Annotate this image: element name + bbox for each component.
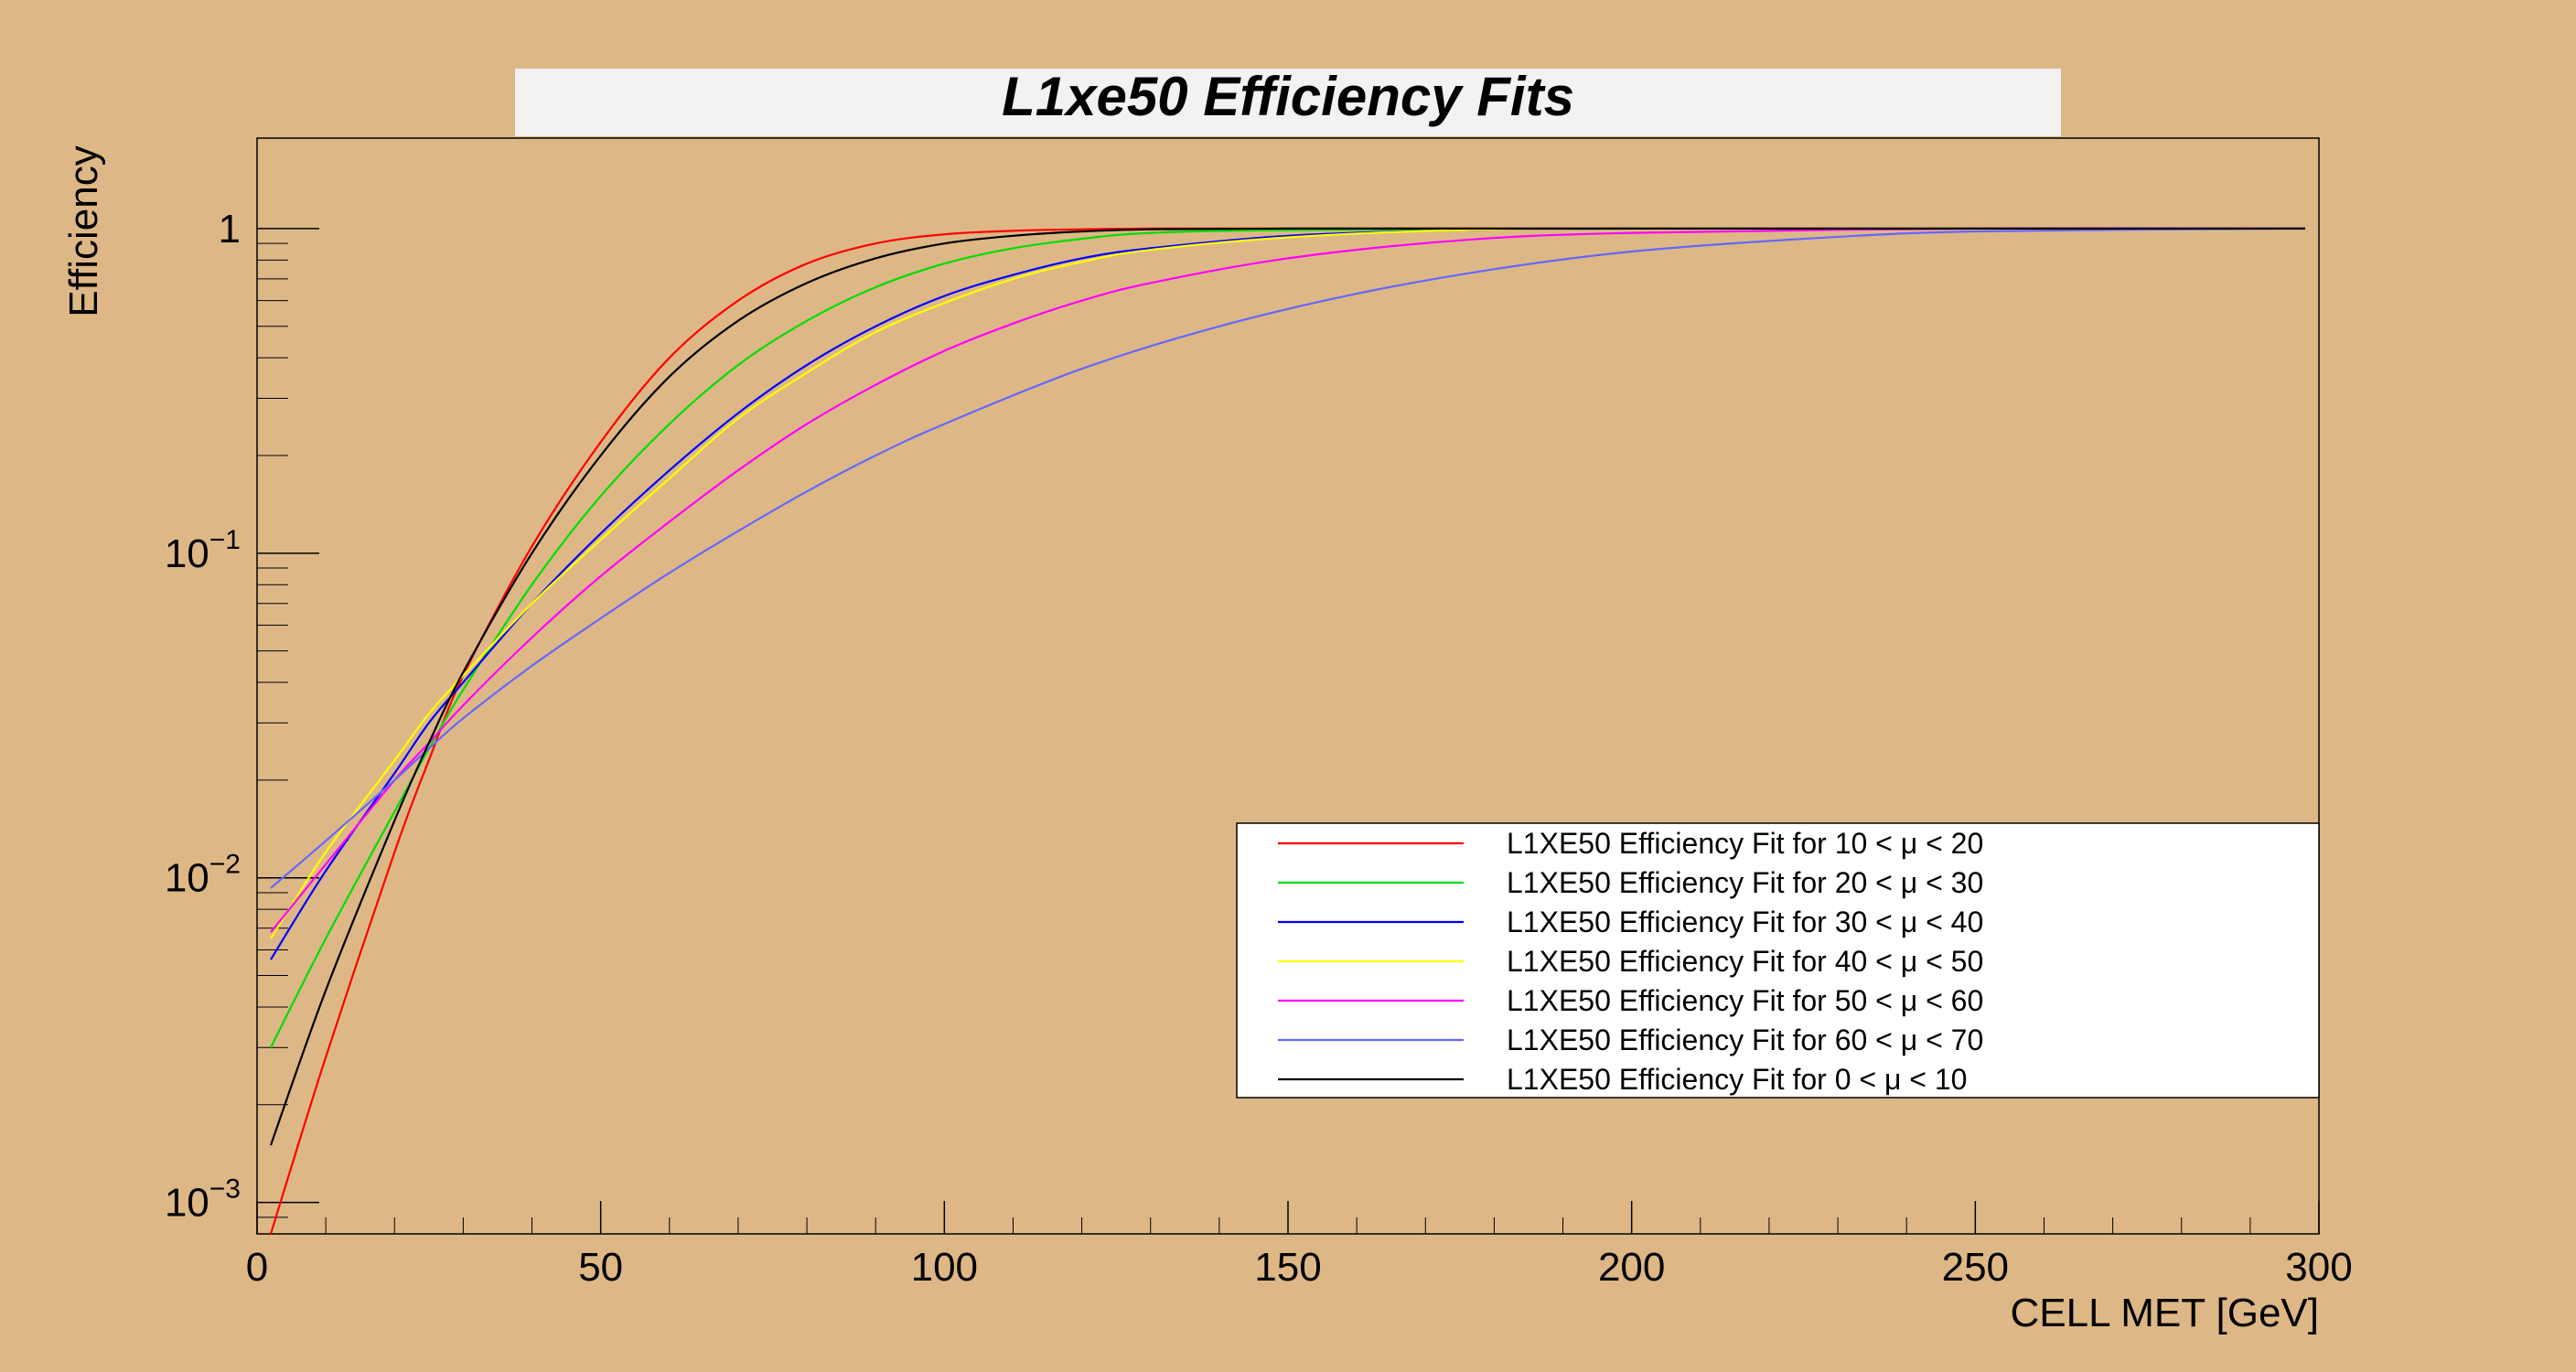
legend-label: L1XE50 Efficiency Fit for 40 < μ < 50 (1507, 945, 1983, 978)
y-tick-label: 10−3 (165, 1174, 241, 1226)
legend-label: L1XE50 Efficiency Fit for 0 < μ < 10 (1507, 1063, 1967, 1096)
y-tick-label: 10−1 (165, 525, 241, 576)
y-tick-base: 10 (165, 856, 209, 901)
y-tick-base: 10 (165, 1181, 209, 1226)
series-line-5 (270, 227, 2306, 889)
series-layer (269, 227, 2306, 1235)
x-tick-label: 0 (246, 1245, 268, 1290)
y-tick-exponent: −3 (209, 1174, 241, 1205)
chart-title: L1xe50 Efficiency Fits (1002, 66, 1574, 127)
legend-label: L1XE50 Efficiency Fit for 60 < μ < 70 (1507, 1024, 1983, 1056)
x-axis-label: CELL MET [GeV] (2011, 1291, 2319, 1335)
y-axis-label: Efficiency (61, 145, 106, 317)
legend-label: L1XE50 Efficiency Fit for 20 < μ < 30 (1507, 866, 1983, 899)
legend-label: L1XE50 Efficiency Fit for 10 < μ < 20 (1507, 827, 1983, 860)
legend: L1XE50 Efficiency Fit for 10 < μ < 20 L1X… (1236, 822, 2320, 1099)
x-tick-label: 100 (911, 1245, 978, 1290)
y-tick-label: 1 (219, 207, 241, 252)
y-tick-label: 10−2 (165, 850, 241, 901)
y-tick-exponent: −1 (209, 525, 241, 555)
legend-items: L1XE50 Efficiency Fit for 10 < μ < 20 L1X… (1278, 827, 1983, 1096)
series-line-4 (270, 227, 2306, 933)
x-tick-label: 250 (1942, 1245, 2009, 1290)
y-tick-base: 10 (165, 531, 209, 576)
title-box: L1xe50 Efficiency Fits (515, 66, 2061, 136)
y-tick-base: 1 (219, 207, 241, 252)
y-tick-exponent: −2 (209, 850, 241, 880)
legend-label: L1XE50 Efficiency Fit for 50 < μ < 60 (1507, 984, 1983, 1017)
x-tick-label: 50 (578, 1245, 623, 1290)
legend-label: L1XE50 Efficiency Fit for 30 < μ < 40 (1507, 906, 1983, 938)
title-background (515, 69, 2061, 136)
x-tick-label: 200 (1598, 1245, 1665, 1290)
series-line-6 (269, 227, 2305, 1146)
x-tick-label: 300 (2285, 1245, 2352, 1290)
x-tick-label: 150 (1254, 1245, 1321, 1290)
